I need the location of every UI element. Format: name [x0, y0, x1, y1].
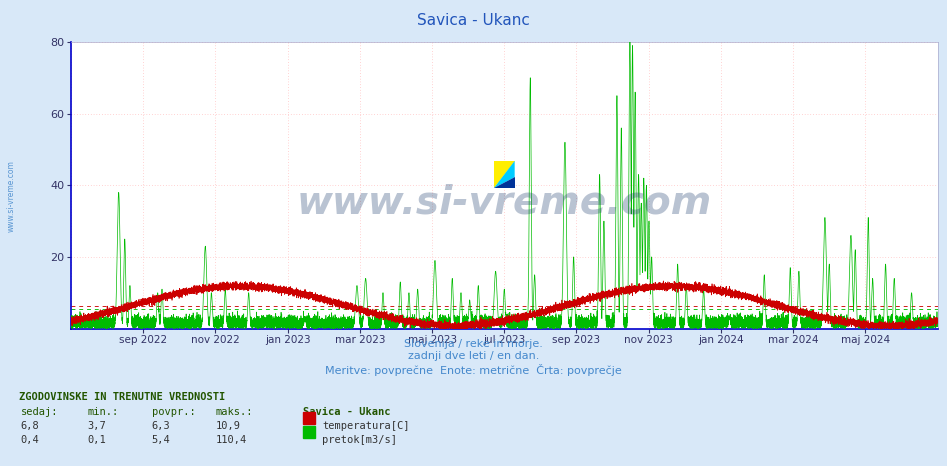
Text: Savica - Ukanc: Savica - Ukanc: [417, 13, 530, 28]
Text: Savica - Ukanc: Savica - Ukanc: [303, 407, 390, 417]
Text: www.si-vreme.com: www.si-vreme.com: [296, 184, 712, 221]
Text: sedaj:: sedaj:: [21, 407, 59, 417]
Text: 0,4: 0,4: [21, 435, 40, 445]
Text: pretok[m3/s]: pretok[m3/s]: [322, 435, 397, 445]
Text: www.si-vreme.com: www.si-vreme.com: [7, 160, 16, 232]
Text: maks.:: maks.:: [216, 407, 254, 417]
Text: temperatura[C]: temperatura[C]: [322, 421, 409, 431]
Text: ZGODOVINSKE IN TRENUTNE VREDNOSTI: ZGODOVINSKE IN TRENUTNE VREDNOSTI: [19, 392, 225, 402]
Text: povpr.:: povpr.:: [152, 407, 195, 417]
Text: min.:: min.:: [87, 407, 118, 417]
Text: 6,8: 6,8: [21, 421, 40, 431]
Text: 0,1: 0,1: [87, 435, 106, 445]
Text: 3,7: 3,7: [87, 421, 106, 431]
Text: 110,4: 110,4: [216, 435, 247, 445]
Text: 5,4: 5,4: [152, 435, 170, 445]
Polygon shape: [494, 161, 514, 188]
Text: zadnji dve leti / en dan.: zadnji dve leti / en dan.: [408, 351, 539, 361]
Polygon shape: [494, 161, 514, 188]
Text: 6,3: 6,3: [152, 421, 170, 431]
Text: Slovenija / reke in morje.: Slovenija / reke in morje.: [404, 339, 543, 349]
Text: Meritve: povprečne  Enote: metrične  Črta: povprečje: Meritve: povprečne Enote: metrične Črta:…: [325, 364, 622, 377]
Text: 10,9: 10,9: [216, 421, 241, 431]
Polygon shape: [494, 177, 514, 188]
